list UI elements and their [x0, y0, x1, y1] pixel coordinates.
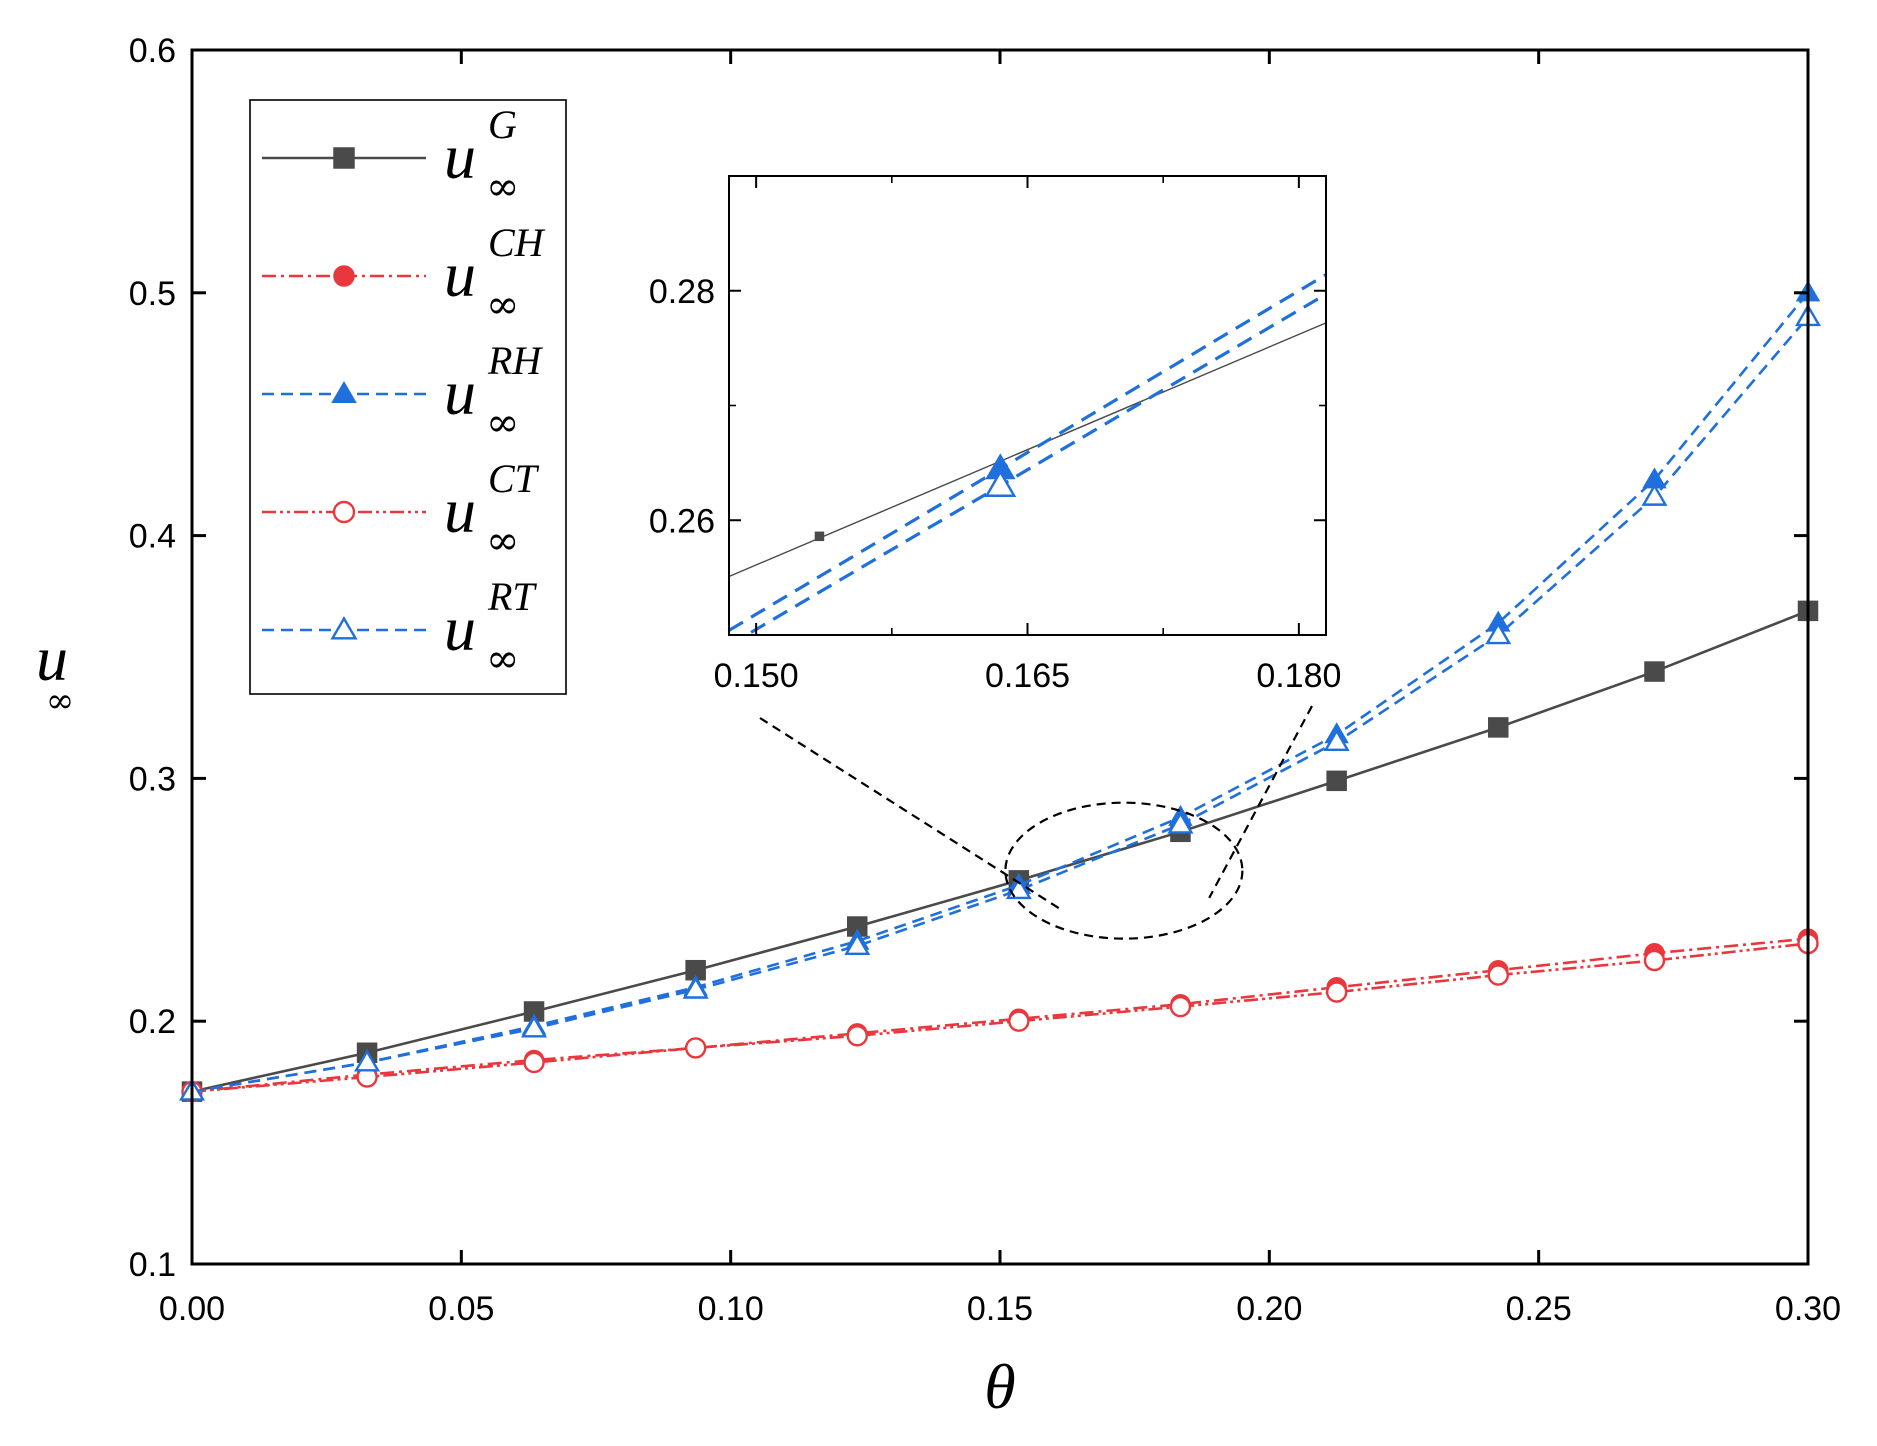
- data-point-ct: [1487, 964, 1509, 986]
- inset-x-tick-label: 0.165: [985, 657, 1070, 695]
- x-tick-label: 0.25: [1506, 1290, 1572, 1328]
- x-tick-label: 0.00: [159, 1290, 225, 1328]
- data-point-ct: [846, 1025, 868, 1047]
- inset-line: [729, 322, 1326, 578]
- legend-label-base: u: [444, 357, 476, 428]
- data-point-g: [1488, 717, 1509, 738]
- inset-data-point: [984, 469, 1017, 497]
- data-point-ct: [684, 1037, 707, 1059]
- inset-x-tick-label: 0.180: [1256, 657, 1341, 695]
- inset-background: [729, 176, 1326, 635]
- legend-label-subscript: ∞: [486, 164, 519, 210]
- y-tick-label: 0.3: [129, 760, 176, 798]
- zoom-leader-right: [1208, 705, 1313, 899]
- legend: u G∞u CH∞u RH∞u CT∞u RT∞: [249, 99, 567, 695]
- inset-plot-area: [729, 273, 1326, 635]
- data-point-ct: [1169, 995, 1192, 1018]
- data-point-rt: [354, 1049, 381, 1072]
- inset-data-point: [814, 531, 825, 542]
- legend-marker: [330, 616, 358, 640]
- plot-area: 0.00 0.05 0.10 0.15 0.20 0.25 0.30 0.1 0.2 0.3 0.4…: [129, 32, 1841, 1328]
- legend-label-subscript: ∞: [486, 636, 519, 682]
- data-point-rt: [1323, 728, 1350, 752]
- inset-line: [743, 292, 1326, 635]
- legend-marker: [333, 265, 355, 287]
- y-tick-label: 0.1: [129, 1246, 176, 1284]
- legend-label-superscript: CH: [488, 220, 546, 265]
- y-tick-label: 0.2: [129, 1003, 176, 1041]
- legend-label-base: u: [444, 121, 476, 192]
- data-point-rt: [1167, 811, 1194, 834]
- inset-y-tick-label: 0.28: [649, 273, 715, 311]
- legend-label-superscript: G: [488, 102, 517, 147]
- zoom-indicator: [759, 705, 1313, 940]
- inset-y-tick-label: 0.26: [649, 502, 715, 540]
- data-point-rt: [682, 976, 709, 999]
- legend-item-rh: u RH ∞: [262, 338, 543, 446]
- data-point-g: [1326, 770, 1347, 792]
- axis-titles: θ u ∞: [36, 623, 1016, 1422]
- data-point-rt: [1641, 483, 1668, 506]
- data-point-ct: [1643, 949, 1666, 972]
- x-axis-title: θ: [984, 1351, 1015, 1422]
- y-tick-label: 0.4: [129, 518, 176, 556]
- legend-marker: [332, 500, 356, 524]
- legend-marker: [333, 147, 355, 169]
- inset-x-tick-label: 0.150: [714, 657, 799, 695]
- legend-label-subscript: ∞: [486, 518, 519, 564]
- series-line-ct: [191, 942, 1809, 1093]
- x-tick-label: 0.05: [428, 1290, 494, 1328]
- x-tick-label: 0.10: [698, 1290, 764, 1328]
- legend-label-base: u: [444, 239, 476, 310]
- series-line-rt: [191, 316, 1809, 1093]
- y-axis-title-base: u: [36, 623, 68, 694]
- legend-box: [249, 99, 567, 695]
- y-axis-title: u ∞: [36, 623, 74, 721]
- axes-group: 0.00 0.05 0.10 0.15 0.20 0.25 0.30 0.1 0.2 0.3 0.4…: [129, 32, 1841, 1328]
- x-tick-label: 0.20: [1236, 1290, 1302, 1328]
- legend-label-superscript: CT: [488, 456, 540, 501]
- y-axis-title-subscript: ∞: [46, 681, 74, 721]
- legend-label-superscript: RH: [487, 338, 543, 383]
- legend-label-base: u: [444, 475, 476, 546]
- data-point-rt: [844, 932, 871, 955]
- legend-label-superscript: RT: [487, 574, 537, 619]
- inset-line: [729, 273, 1326, 632]
- legend-label-base: u: [444, 593, 476, 664]
- legend-item-rt: u RT ∞: [262, 574, 537, 682]
- legend-item-ch: u CH ∞: [262, 220, 546, 328]
- data-point-ct: [523, 1051, 545, 1074]
- legend-marker: [331, 381, 357, 404]
- legend-item-ct: u CT ∞: [262, 456, 540, 564]
- data-point-ct: [1325, 981, 1348, 1003]
- x-tick-label: 0.15: [967, 1290, 1033, 1328]
- data-point-rt: [1485, 621, 1512, 645]
- legend-item-g: u G ∞: [262, 102, 519, 210]
- data-point-rt: [521, 1015, 548, 1038]
- zoom-ellipse: [1004, 801, 1244, 940]
- data-point-g: [1644, 661, 1665, 682]
- x-tick-label: 0.30: [1775, 1290, 1841, 1328]
- legend-label-subscript: ∞: [486, 400, 519, 446]
- data-point-ct: [1008, 1010, 1030, 1032]
- legend-label-subscript: ∞: [486, 282, 519, 328]
- y-tick-label: 0.6: [129, 32, 176, 70]
- inset-chart: 0.150 0.165 0.180 0.26 0.28: [649, 175, 1341, 695]
- series-line-rh: [191, 291, 1810, 1093]
- y-tick-label: 0.5: [129, 275, 176, 313]
